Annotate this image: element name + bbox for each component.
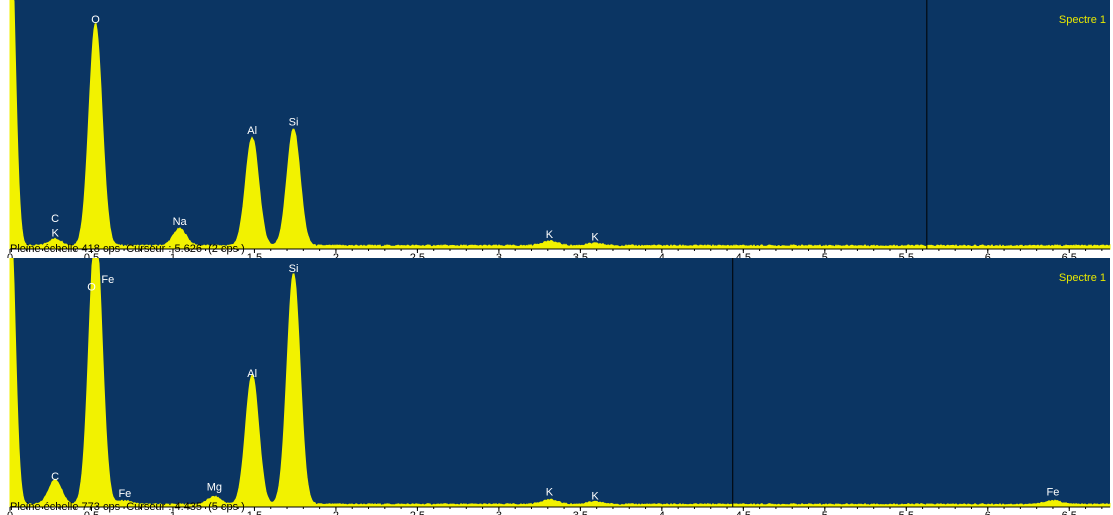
peak-label: Al <box>247 368 257 380</box>
x-tick-label: 4 <box>659 252 665 258</box>
cursor-text-2: Curseur : 4.435 (5 cps ) <box>126 501 245 513</box>
x-tick-label: 3 <box>496 510 502 515</box>
x-tick-label: 5.5 <box>899 510 914 515</box>
peak-label: K <box>546 229 554 241</box>
peak-label: Fe <box>118 488 131 500</box>
peak-label: Na <box>173 216 188 228</box>
peak-label: Fe <box>101 274 114 286</box>
spectrum-panel-1: O C K Na Al Si K K Spectre 1 0 0.5 1 1.5 2 2.5 3 3.5 4 4.5… <box>0 0 1113 258</box>
spectrum-name: Spectre 1 <box>1059 14 1106 26</box>
full-scale-text-2: Pleine échelle 773 cps <box>10 501 121 513</box>
x-tick-label: 3 <box>496 252 502 258</box>
x-tick-label: 1 <box>170 510 176 515</box>
spectrum-curve <box>9 0 1111 250</box>
x-tick-label: 1.5 <box>247 252 262 258</box>
peak-label: K <box>591 231 599 243</box>
x-tick-label: 4.5 <box>736 252 751 258</box>
cursor-text-1: Curseur : 5.626 (2 cps ) <box>126 243 245 255</box>
x-tick-label: 0.5 <box>84 510 99 515</box>
peak-label: O <box>91 14 100 26</box>
x-tick-label: 3.5 <box>573 510 588 515</box>
status-line-1: Pleine échelle 418 cps Curseur : 5.626 (… <box>10 243 245 255</box>
x-tick-label: 0 <box>7 510 13 515</box>
x-tick-label: 6.5 <box>1062 252 1077 258</box>
x-tick-label: 6 <box>985 510 991 515</box>
peak-label: K <box>51 227 59 239</box>
peak-label: K <box>546 486 554 498</box>
peak-label: Mg <box>207 482 222 494</box>
x-tick-label: 4 <box>659 510 665 515</box>
peak-label: C <box>51 213 59 225</box>
plot-background <box>10 0 1110 249</box>
spectrum-chart-2[interactable]: O Fe C Fe Mg Al Si K K Fe Spectre 1 0 0.5 1 1.5 2 2.5 3 3.… <box>0 258 1113 515</box>
spectrum-name: Spectre 1 <box>1059 272 1106 284</box>
status-line-2: Pleine échelle 773 cps Curseur : 4.435 (… <box>10 501 245 513</box>
x-tick-label: 6.5 <box>1062 510 1077 515</box>
x-tick-label: 5.5 <box>899 252 914 258</box>
peak-label: Si <box>289 263 299 275</box>
spectrum-curve <box>9 258 1111 508</box>
plot-background <box>10 258 1110 507</box>
x-tick-label: 1.5 <box>247 510 262 515</box>
peak-label: Al <box>247 125 257 137</box>
x-tick-label: 4.5 <box>736 510 751 515</box>
peak-label: K <box>591 490 599 502</box>
x-tick-label: 3.5 <box>573 252 588 258</box>
peak-label: Si <box>289 116 299 128</box>
peak-label: Fe <box>1047 486 1060 498</box>
x-tick-label: 1 <box>170 252 176 258</box>
x-tick-label: 5 <box>822 252 828 258</box>
peak-label: O <box>87 282 96 294</box>
peak-label: C <box>51 471 59 483</box>
spectrum-panel-2: O Fe C Fe Mg Al Si K K Fe Spectre 1 0 0.5 1 1.5 2 2.5 3 3.… <box>0 258 1113 515</box>
full-scale-text-1: Pleine échelle 418 cps <box>10 243 121 255</box>
x-tick-label: 5 <box>822 510 828 515</box>
x-tick-label: 0.5 <box>84 252 99 258</box>
x-tick-label: 0 <box>7 252 13 258</box>
x-tick-label: 6 <box>985 252 991 258</box>
x-tick-label: 2.5 <box>410 510 425 515</box>
x-tick-label: 2 <box>333 510 339 515</box>
x-tick-label: 2 <box>333 252 339 258</box>
x-tick-label: 2.5 <box>410 252 425 258</box>
